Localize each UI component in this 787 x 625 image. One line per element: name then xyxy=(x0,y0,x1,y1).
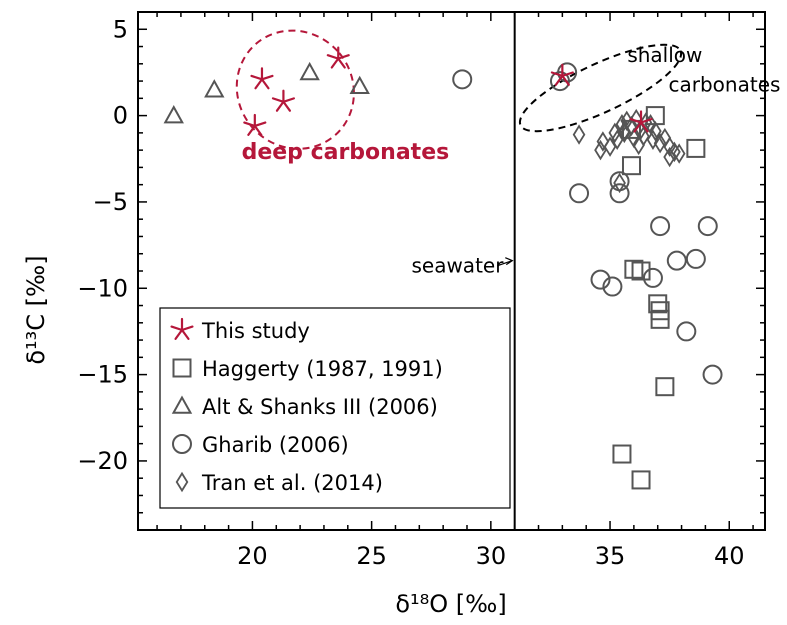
star-data-point xyxy=(243,113,267,136)
grouping-ellipse xyxy=(518,43,683,133)
plot-layer: 20 25 30 35 40 5 0 −5 −10 −15 −20 deep carbonates sh… xyxy=(77,11,781,570)
diamond-data-point xyxy=(608,122,622,144)
circle-data-point xyxy=(685,248,706,269)
square-data-point xyxy=(612,444,632,464)
diamond-data-point xyxy=(663,146,676,168)
triangle-data-point xyxy=(299,61,320,81)
legend-label: Haggerty (1987, 1991) xyxy=(202,357,443,381)
star-data-point xyxy=(271,89,295,112)
triangle-data-point xyxy=(204,79,225,98)
square-data-point xyxy=(621,156,641,176)
y-tick-label: −15 xyxy=(77,361,128,389)
y-tick-label: −20 xyxy=(77,447,128,475)
diamond-data-point xyxy=(646,129,660,150)
circle-data-point xyxy=(642,267,663,288)
circle-data-point xyxy=(650,216,671,237)
y-tick-label: −10 xyxy=(77,274,128,302)
star-data-point xyxy=(629,110,653,133)
annotation-label: deep carbonates xyxy=(242,140,450,165)
annotation-label: seawater xyxy=(411,254,504,278)
diamond-data-point xyxy=(596,131,610,152)
triangle-data-point xyxy=(349,75,370,95)
circle-data-point xyxy=(452,69,473,90)
circle-data-point xyxy=(590,269,611,290)
annotation-label: shallow xyxy=(627,43,702,67)
y-axis-label: δ¹³C [‰] xyxy=(22,255,50,364)
circle-data-point xyxy=(549,71,570,92)
legend-box xyxy=(159,307,511,509)
square-data-point xyxy=(650,309,670,329)
star-data-point xyxy=(550,63,574,86)
y-tick-label: 0 xyxy=(113,102,128,130)
seawater-arrow xyxy=(497,260,513,267)
circle-data-point xyxy=(697,216,718,237)
circle-data-point xyxy=(676,321,697,342)
legend-circle-icon xyxy=(172,434,192,454)
legend-label: Tran et al. (2014) xyxy=(201,471,383,495)
y-tick-label: −5 xyxy=(93,188,128,216)
y-tick-label: 5 xyxy=(113,15,128,43)
diamond-data-point xyxy=(618,120,631,142)
x-tick-label: 20 xyxy=(237,542,268,570)
square-data-point xyxy=(631,470,651,490)
legend-triangle-icon xyxy=(171,395,193,414)
diamond-data-point xyxy=(594,139,607,161)
x-tick-label: 25 xyxy=(356,542,387,570)
x-tick-label: 30 xyxy=(476,542,507,570)
star-data-point xyxy=(250,67,274,90)
x-tick-label: 40 xyxy=(714,542,745,570)
circle-data-point xyxy=(702,364,723,385)
diamond-data-point xyxy=(649,120,662,142)
legend-star-icon xyxy=(170,317,194,340)
square-data-point xyxy=(624,259,644,279)
triangle-data-point xyxy=(163,105,184,124)
legend-square-icon xyxy=(172,358,192,378)
legend-label: Alt & Shanks III (2006) xyxy=(202,395,438,419)
circle-data-point xyxy=(609,183,630,204)
square-data-point xyxy=(655,377,675,397)
square-data-point xyxy=(686,138,706,158)
diamond-data-point xyxy=(653,133,667,154)
legend-diamond-icon xyxy=(175,471,189,493)
diamond-data-point xyxy=(610,129,624,150)
square-data-point xyxy=(648,294,668,314)
square-data-point xyxy=(631,261,651,281)
x-tick-label: 35 xyxy=(595,542,626,570)
star-data-point xyxy=(326,46,350,69)
diamond-data-point xyxy=(572,124,586,145)
diamond-data-point xyxy=(632,134,645,156)
diamond-data-point xyxy=(613,172,626,194)
circle-data-point xyxy=(569,183,590,204)
legend-label: Gharib (2006) xyxy=(202,433,349,457)
circle-data-point xyxy=(602,276,623,297)
diamond-data-point xyxy=(672,143,686,164)
seawater-arrowhead xyxy=(505,257,514,266)
circle-data-point xyxy=(666,250,687,271)
legend-label: This study xyxy=(201,319,310,343)
x-axis-label: δ¹⁸O [‰] xyxy=(395,590,506,618)
diamond-data-point xyxy=(615,114,629,135)
diamond-data-point xyxy=(618,122,631,144)
annotation-label: carbonates xyxy=(669,72,781,96)
